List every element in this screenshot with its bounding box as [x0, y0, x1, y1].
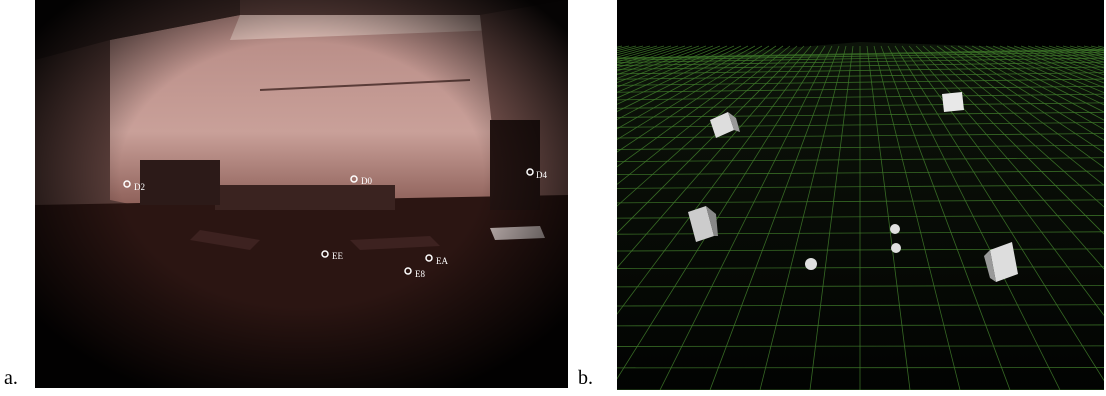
marker-label: E8 — [415, 269, 425, 279]
marker-label: EA — [436, 256, 448, 266]
photo-panel-a — [35, 0, 568, 388]
panel-label: a. — [4, 367, 18, 389]
marker-label: EE — [332, 251, 343, 261]
panel-label: b. — [578, 367, 593, 389]
marker-label: D2 — [134, 182, 145, 192]
marker-label: D0 — [361, 176, 372, 186]
figure: D2 D0 D4 EE EA E8 a. b. — [0, 0, 1106, 396]
marker-label: D4 — [536, 170, 547, 180]
